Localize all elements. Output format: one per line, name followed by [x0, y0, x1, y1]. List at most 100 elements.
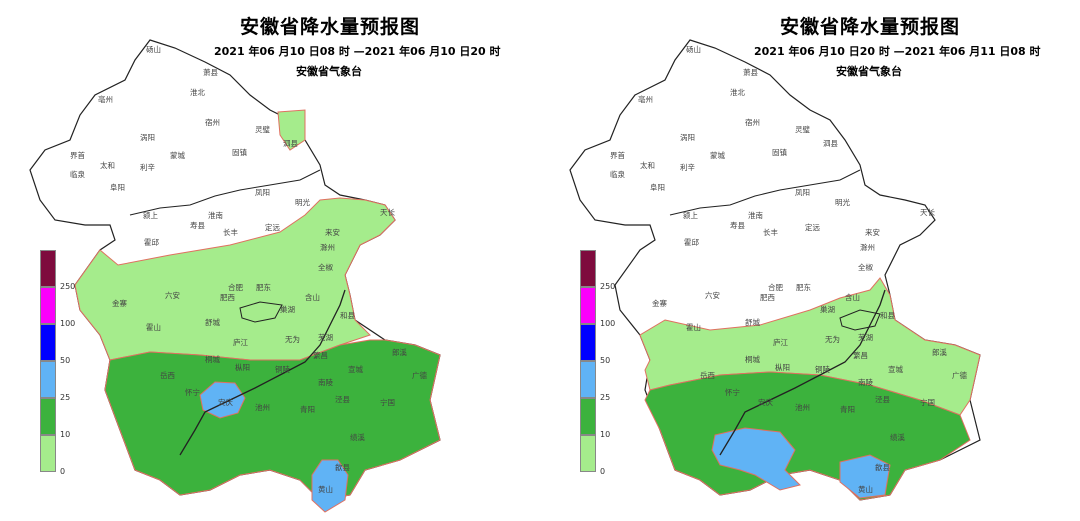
huai-river [669, 169, 861, 216]
city-label: 无为 [825, 334, 840, 344]
city-label: 明光 [835, 197, 850, 207]
city-label: 郎溪 [932, 347, 947, 357]
legend-swatch-100 [580, 287, 596, 324]
city-label: 安庆 [758, 397, 773, 407]
city-label: 繁昌 [313, 350, 328, 360]
city-label: 太和 [100, 160, 115, 170]
city-label: 含山 [845, 292, 860, 302]
city-label: 桐城 [205, 354, 220, 364]
map-title: 安徽省降水量预报图 [780, 16, 961, 38]
city-label: 无为 [285, 334, 300, 344]
city-label: 歙县 [875, 462, 890, 472]
city-label: 金寨 [112, 298, 127, 308]
city-label: 宣城 [348, 364, 363, 374]
legend-swatch-10 [40, 398, 56, 435]
city-label: 灵璧 [255, 124, 270, 134]
legend-level-25: 25 [600, 393, 611, 402]
city-label: 凤阳 [795, 188, 810, 197]
time-range: 2021 年06 月10 日08 时 —2021 年06 月10 日20 时 [214, 45, 501, 58]
city-label: 定远 [805, 222, 820, 232]
city-label: 广德 [952, 370, 967, 380]
city-label: 固镇 [772, 147, 787, 157]
city-label: 怀宁 [725, 387, 740, 397]
yangtze-river [719, 289, 886, 456]
city-label: 砀山 [146, 44, 161, 54]
rain-zone-25-50-southwest [711, 427, 801, 491]
city-label: 安庆 [218, 397, 233, 407]
rain-zone-0-10-north [277, 109, 306, 151]
legend-swatch-25 [40, 361, 56, 398]
city-label: 郎溪 [392, 347, 407, 357]
yangtze-river [179, 289, 346, 456]
city-label: 宣城 [888, 364, 903, 374]
city-label: 池州 [795, 402, 810, 412]
chaohu-lake [839, 309, 881, 331]
city-label: 芜湖 [318, 332, 333, 342]
city-label: 利辛 [680, 162, 695, 172]
city-label: 蒙城 [170, 150, 185, 160]
issuing-agency: 安徽省气象台 [296, 65, 362, 78]
city-label: 岳西 [160, 370, 175, 380]
legend-level-50: 50 [60, 356, 71, 365]
city-label: 来安 [325, 227, 340, 237]
city-label: 庐江 [773, 337, 788, 347]
city-label: 滁州 [860, 242, 875, 252]
city-label: 临泉 [610, 169, 625, 179]
city-label: 霍山 [686, 322, 701, 332]
city-label: 利辛 [140, 162, 155, 172]
legend-swatch-250 [40, 250, 56, 287]
city-label: 黄山 [858, 484, 873, 494]
city-label: 舒城 [205, 317, 220, 327]
rain-zone-25-50-south [839, 454, 891, 499]
legend-swatch-0 [580, 435, 596, 472]
city-label: 枞阳 [235, 362, 250, 372]
city-label: 泾县 [335, 395, 350, 404]
legend-level-0: 0 [60, 467, 66, 476]
city-label: 肥东 [796, 282, 811, 292]
city-label: 全椒 [858, 262, 873, 272]
legend-level-0: 0 [600, 467, 606, 476]
city-label: 阜阳 [110, 182, 125, 192]
city-label: 泾县 [875, 395, 890, 404]
city-label: 霍邱 [144, 238, 159, 247]
city-label: 含山 [305, 292, 320, 302]
city-label: 绩溪 [350, 432, 365, 442]
issuing-agency: 安徽省气象台 [836, 65, 902, 78]
city-label: 淮北 [730, 87, 745, 97]
map-title: 安徽省降水量预报图 [240, 16, 421, 38]
city-label: 淮南 [748, 210, 763, 220]
legend-level-25: 25 [60, 393, 71, 402]
legend-level-10: 10 [600, 430, 611, 439]
city-label: 繁昌 [853, 350, 868, 360]
city-label: 庐江 [233, 337, 248, 347]
city-label: 亳州 [638, 94, 653, 104]
city-label: 宁国 [380, 397, 395, 407]
city-label: 绩溪 [890, 432, 905, 442]
city-label: 和县 [340, 311, 355, 320]
city-label: 青阳 [300, 404, 315, 414]
forecast-panel-night: 安徽省降水量预报图 2021 年06 月10 日20 时 —2021 年06 月… [540, 0, 1070, 521]
city-label: 南陵 [858, 377, 873, 387]
city-label: 青阳 [840, 404, 855, 414]
legend-swatch-10 [580, 398, 596, 435]
city-label: 宁国 [920, 397, 935, 407]
city-label: 固镇 [232, 147, 247, 157]
city-label: 歙县 [335, 462, 350, 472]
legend-level-50: 50 [600, 356, 611, 365]
rain-zone-25-50-huangshan [311, 459, 349, 513]
city-labels: 砀山 萧县 淮北 亳州 宿州 灵璧 泗县 涡阳 蒙城 固镇 界首 太和 利辛 临… [610, 44, 967, 494]
city-label: 明光 [295, 197, 310, 207]
city-label: 巢湖 [820, 304, 835, 314]
city-label: 涡阳 [140, 132, 155, 142]
city-label: 太和 [640, 160, 655, 170]
city-label: 蒙城 [710, 150, 725, 160]
forecast-panel-daytime: 安徽省降水量预报图 2021 年06 月10 日08 时 —2021 年06 月… [0, 0, 530, 521]
precipitation-map: 砀山 萧县 淮北 亳州 宿州 灵璧 泗县 涡阳 蒙城 固镇 界首 太和 利辛 临… [569, 39, 981, 501]
city-label: 泗县 [823, 139, 838, 148]
city-label: 六安 [705, 290, 720, 300]
city-label: 池州 [255, 402, 270, 412]
city-label: 砀山 [686, 44, 701, 54]
city-label: 萧县 [743, 67, 758, 77]
city-label: 定远 [265, 222, 280, 232]
city-label: 淮南 [208, 210, 223, 220]
